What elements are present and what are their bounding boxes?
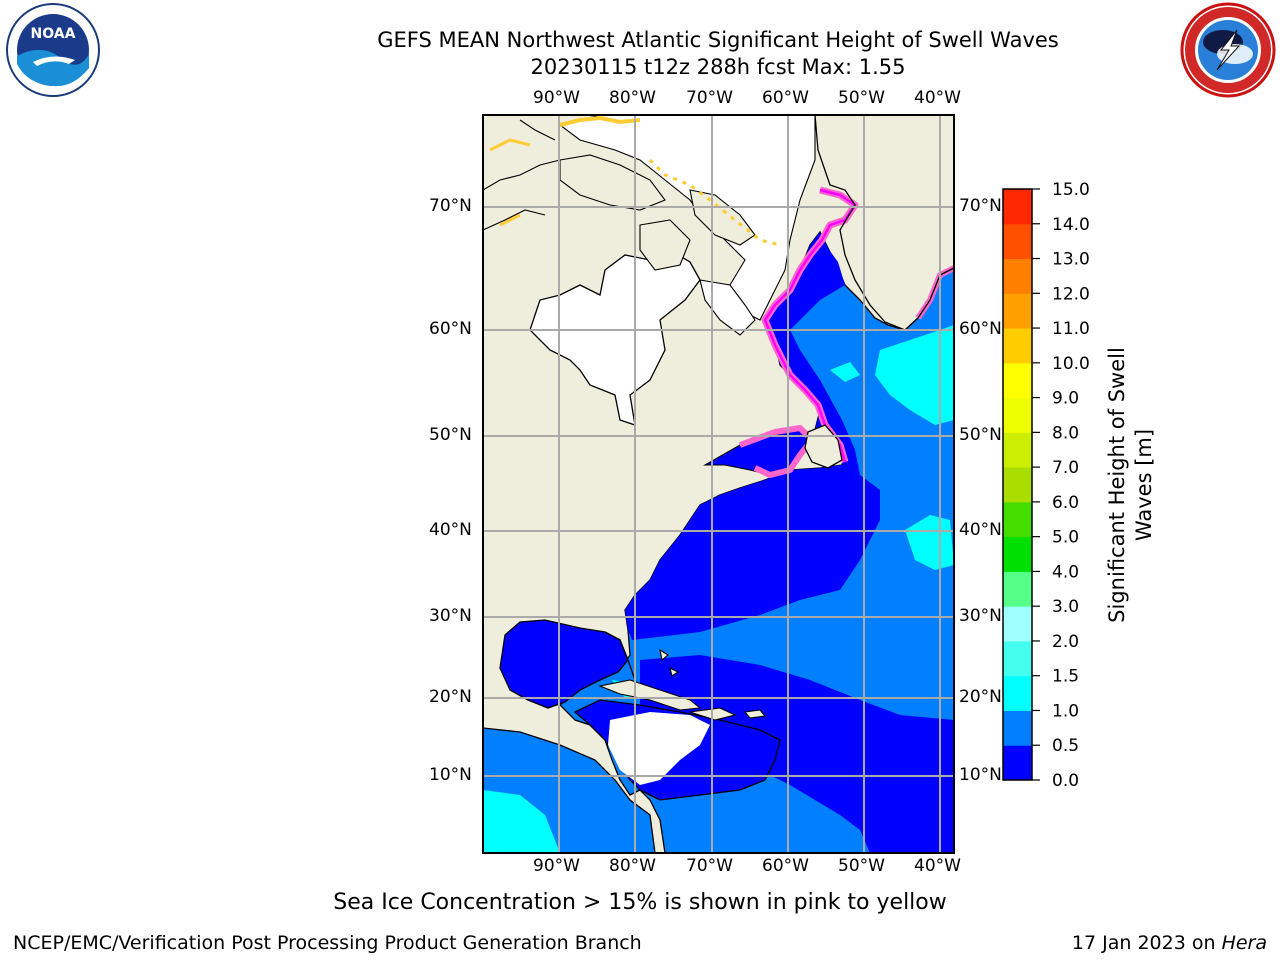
lon-tick-top: 80°W [609,88,656,108]
lon-tick-bottom: 50°W [838,856,885,876]
coastal-low-swell [625,232,880,640]
colorbar-tick-label: 4.0 [1052,562,1079,582]
colorbar-segment [1003,571,1032,607]
lat-tick-left: 40°N [429,520,472,540]
colorbar-segment [1003,328,1032,364]
hudson-bay [529,249,701,426]
map-frame [482,114,955,854]
lon-tick-top: 50°W [838,88,885,108]
lat-tick-right: 10°N [959,765,1002,785]
lon-tick-top: 70°W [686,88,733,108]
pacific-high-swell [483,790,560,853]
lat-tick-right: 60°N [959,319,1002,339]
run-host: Hera [1221,932,1267,954]
colorbar-segment [1003,606,1032,642]
lat-tick-left: 70°N [429,196,472,216]
org-credit: NCEP/EMC/Verification Post Processing Pr… [13,932,642,954]
national-weather-service-logo [1180,2,1276,98]
lon-tick-bottom: 60°W [762,856,809,876]
central-america-gap [608,712,710,785]
colorbar-tick-label: 11.0 [1052,319,1090,339]
arctic-island [689,189,756,246]
colorbar-segment [1003,293,1032,329]
colorbar [1003,189,1032,781]
lon-tick-top: 40°W [914,88,961,108]
florida-coast [604,631,636,681]
high-swell-patches [612,325,954,698]
lon-tick-bottom: 90°W [533,856,580,876]
lat-tick-left: 20°N [429,687,472,707]
hudson-strait-ice [699,279,756,336]
labrador-low-swell [790,240,845,305]
sea-ice-edge [489,116,954,478]
colorbar-segment [1003,362,1032,399]
colorbar-tick-label: 8.0 [1052,423,1079,443]
colorbar-segment [1003,223,1032,260]
lat-tick-left: 60°N [429,319,472,339]
colorbar-tick-label: 3.0 [1052,597,1079,617]
lon-tick-top: 90°W [533,88,580,108]
map-gridlines [483,115,954,853]
sea-ice-note: Sea Ice Concentration > 15% is shown in … [333,890,947,915]
lat-tick-right: 70°N [959,196,1002,216]
canada-coastline [483,119,561,231]
colorbar-tick-label: 1.5 [1052,667,1079,687]
colorbar-tick-label: 6.0 [1052,493,1079,513]
lon-tick-bottom: 70°W [686,856,733,876]
lat-tick-right: 20°N [959,687,1002,707]
colorbar-tick-label: 14.0 [1052,215,1090,235]
colorbar-segment [1003,467,1032,503]
lon-tick-bottom: 40°W [914,856,961,876]
map-area [483,115,954,853]
noaa-logo: NOAA [6,3,100,97]
colorbar-tick-label: 7.0 [1052,458,1079,478]
colorbar-tick-label: 1.0 [1052,701,1079,721]
lon-tick-bottom: 80°W [609,856,656,876]
lat-tick-left: 50°N [429,425,472,445]
colorbar-segment [1003,640,1032,677]
tropical-low-swell [640,655,954,853]
lat-tick-right: 40°N [959,520,1002,540]
run-date: 17 Jan 2023 on Hera [1072,932,1267,954]
colorbar-segment [1003,432,1032,468]
gulf-of-mexico [499,619,629,709]
lat-tick-right: 50°N [959,425,1002,445]
arctic-island [559,154,666,211]
lat-tick-right: 30°N [959,606,1002,626]
colorbar-tick-label: 12.0 [1052,284,1090,304]
lat-tick-left: 30°N [429,606,472,626]
colorbar-segment [1003,536,1032,572]
colorbar-segment [1003,501,1032,538]
colorbar-tick-label: 0.5 [1052,736,1079,756]
colorbar-segment [1003,258,1032,294]
colorbar-label-line1: Significant Height of Swell [1105,347,1129,623]
colorbar-segment [1003,710,1032,746]
colorbar-segment [1003,675,1032,711]
colorbar-segment [1003,189,1032,225]
colorbar-tick-label: 5.0 [1052,528,1079,548]
lat-tick-left: 10°N [429,765,472,785]
svg-text:NOAA: NOAA [31,26,76,42]
colorbar-segment [1003,745,1032,781]
chart-title: GEFS MEAN Northwest Atlantic Significant… [377,28,1059,52]
colorbar-segment [1003,397,1032,433]
colorbar-tick-label: 15.0 [1052,180,1090,200]
colorbar-tick-label: 10.0 [1052,354,1090,374]
colorbar-ticks: 0.0 0.5 1.0 1.5 2.0 3.0 4.0 5.0 6.0 7.0 8.0 9.0 10.0… [1032,180,1090,791]
arctic-island [639,219,691,271]
colorbar-tick-label: 9.0 [1052,389,1079,409]
colorbar-frame [1002,188,1033,781]
colorbar-tick-label: 2.0 [1052,632,1079,652]
run-date-text: 17 Jan 2023 on [1071,932,1222,954]
lon-tick-top: 60°W [762,88,809,108]
colorbar-label-line2: Waves [m] [1132,429,1156,541]
colorbar-tick-label: 13.0 [1052,250,1090,270]
chart-subtitle: 20230115 t12z 288h fcst Max: 1.55 [530,55,906,79]
colorbar-tick-label: 0.0 [1052,771,1079,791]
greenland-coast [814,115,954,331]
